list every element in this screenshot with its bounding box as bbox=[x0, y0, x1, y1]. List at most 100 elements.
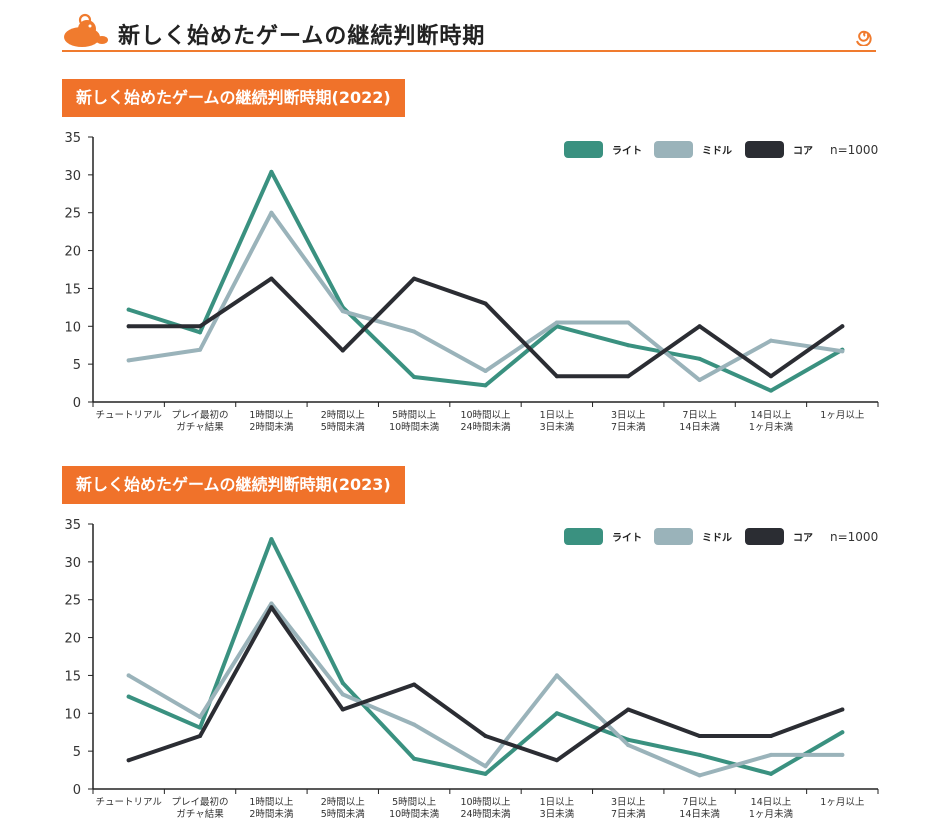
data-point-middle bbox=[269, 210, 274, 215]
x-tick-label: チュートリアル bbox=[95, 410, 162, 421]
data-point-light bbox=[626, 343, 631, 348]
y-tick-label: 35 bbox=[64, 131, 81, 146]
data-point-middle bbox=[126, 358, 131, 363]
line-chart-2022: 0 5 10 15 20 25 30 35 チュートリアル プレイ最初のガチャ結果 1時間以上 2時間… bbox=[0, 125, 940, 445]
data-point-core bbox=[697, 324, 702, 329]
line-chart-2023: 0 5 10 15 20 25 30 35 チュートリアル プレイ最初のガチャ結果 1時間以上 2時間… bbox=[0, 512, 940, 832]
y-tick-label: 0 bbox=[73, 396, 81, 411]
x-tick-label: 5時間以上 10時間未満 bbox=[389, 797, 440, 820]
data-point-light bbox=[126, 694, 131, 699]
x-tick-label: 3日以上 7日未満 bbox=[611, 410, 646, 433]
data-point-core bbox=[483, 734, 488, 738]
data-point-core bbox=[198, 734, 203, 738]
data-point-light bbox=[340, 681, 345, 685]
y-tick-label: 30 bbox=[64, 169, 81, 184]
chart-title-2022: 新しく始めたゲームの継続判断時期(2022) bbox=[62, 79, 405, 117]
data-point-middle bbox=[768, 338, 773, 343]
x-tick-label: 1ヶ月以上 bbox=[820, 797, 865, 808]
sample-size-note: n=1000 bbox=[830, 143, 878, 157]
data-point-light bbox=[554, 711, 559, 716]
x-tick-label: 1時間以上 2時間未満 bbox=[249, 797, 294, 820]
chart-title-2023: 新しく始めたゲームの継続判断時期(2023) bbox=[62, 466, 405, 504]
x-tick-label: 1日以上 3日未満 bbox=[540, 797, 575, 820]
data-point-light bbox=[412, 375, 417, 380]
data-point-middle bbox=[840, 752, 845, 757]
x-tick-label: 2時間以上 5時間未満 bbox=[321, 797, 366, 820]
legend-swatch-light bbox=[564, 141, 603, 158]
data-point-core bbox=[840, 324, 845, 329]
data-point-core bbox=[126, 324, 131, 329]
data-point-light bbox=[840, 730, 845, 735]
data-point-middle bbox=[697, 773, 702, 778]
data-point-middle bbox=[697, 378, 702, 383]
data-point-core bbox=[340, 348, 345, 353]
x-tick-label: プレイ最初のガチャ結果 bbox=[172, 796, 229, 820]
data-point-core bbox=[269, 605, 274, 610]
x-tick-label: 10時間以上 24時間未満 bbox=[460, 797, 511, 820]
legend-label-middle: ミドル bbox=[702, 532, 732, 544]
y-tick-label: 35 bbox=[64, 518, 81, 533]
y-tick-label: 25 bbox=[64, 207, 81, 222]
data-point-light bbox=[768, 771, 773, 776]
data-point-core bbox=[483, 301, 488, 306]
y-tick-label: 25 bbox=[64, 594, 81, 609]
data-point-core bbox=[412, 276, 417, 281]
data-point-core bbox=[697, 734, 702, 738]
data-point-middle bbox=[554, 673, 559, 678]
data-point-core bbox=[269, 276, 274, 281]
x-tick-label: 1時間以上 2時間未満 bbox=[249, 410, 294, 433]
data-point-middle bbox=[483, 764, 488, 769]
legend-swatch-light bbox=[564, 528, 603, 545]
data-point-core bbox=[768, 374, 773, 379]
data-point-light bbox=[697, 356, 702, 361]
data-point-light bbox=[269, 169, 274, 174]
y-tick-label: 5 bbox=[73, 358, 81, 373]
data-point-middle bbox=[768, 752, 773, 757]
data-point-middle bbox=[483, 368, 488, 373]
x-tick-label: 1日以上 3日未満 bbox=[540, 410, 575, 433]
data-point-core bbox=[840, 707, 845, 712]
data-point-core bbox=[412, 682, 417, 687]
x-tick-label: 7日以上 14日未満 bbox=[679, 410, 720, 433]
legend-label-middle: ミドル bbox=[702, 145, 732, 157]
data-point-core bbox=[554, 374, 559, 379]
data-point-light bbox=[126, 307, 131, 312]
y-tick-label: 20 bbox=[64, 245, 81, 260]
chart-svg-2022: 0 5 10 15 20 25 30 35 チュートリアル プレイ最初のガチャ結果 1時間以上 2時間… bbox=[64, 131, 879, 433]
page-header: 新しく始めたゲームの継続判断時期 bbox=[62, 12, 876, 52]
x-tick-label: 14日以上 1ヶ月未満 bbox=[749, 410, 794, 433]
data-point-core bbox=[198, 324, 203, 329]
y-tick-label: 30 bbox=[64, 556, 81, 571]
legend-label-light: ライト bbox=[612, 145, 642, 157]
x-tick-label: 3日以上 7日未満 bbox=[611, 797, 646, 820]
legend-label-core: コア bbox=[793, 532, 813, 544]
data-point-middle bbox=[269, 601, 274, 606]
data-point-light bbox=[269, 537, 274, 542]
y-tick-label: 10 bbox=[64, 320, 81, 335]
legend-swatch-core bbox=[745, 528, 784, 545]
y-tick-label: 10 bbox=[64, 707, 81, 722]
data-point-middle bbox=[340, 309, 345, 314]
x-tick-label: 10時間以上 24時間未満 bbox=[460, 410, 511, 433]
x-tick-label: 14日以上 1ヶ月未満 bbox=[749, 797, 794, 820]
y-tick-label: 15 bbox=[64, 282, 81, 297]
y-tick-label: 20 bbox=[64, 632, 81, 647]
sample-size-note: n=1000 bbox=[830, 530, 878, 544]
data-point-core bbox=[340, 707, 345, 712]
data-point-middle bbox=[198, 347, 203, 352]
data-point-middle bbox=[626, 743, 631, 748]
mascot-logo-icon bbox=[64, 13, 108, 47]
data-point-middle bbox=[554, 320, 559, 325]
x-tick-label: チュートリアル bbox=[95, 797, 162, 808]
legend-swatch-core bbox=[745, 141, 784, 158]
data-point-middle bbox=[840, 349, 845, 354]
page-title: 新しく始めたゲームの継続判断時期 bbox=[118, 24, 486, 49]
y-tick-label: 15 bbox=[64, 669, 81, 684]
data-point-middle bbox=[126, 673, 131, 678]
legend-swatch-middle bbox=[654, 528, 693, 545]
data-point-light bbox=[697, 752, 702, 757]
series-line-light bbox=[126, 537, 845, 776]
data-point-light bbox=[412, 756, 417, 761]
legend-label-core: コア bbox=[793, 145, 813, 157]
y-tick-label: 5 bbox=[73, 745, 81, 760]
